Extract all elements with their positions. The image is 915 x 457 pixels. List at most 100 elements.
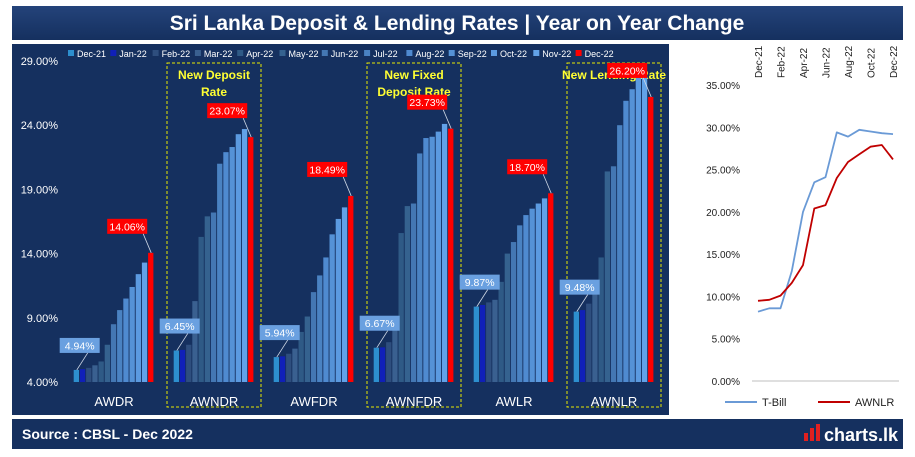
leader-line bbox=[376, 330, 389, 348]
bar bbox=[186, 344, 192, 382]
last-data-label: 23.07% bbox=[209, 106, 245, 118]
series-line bbox=[757, 144, 894, 302]
leader-line bbox=[242, 117, 252, 138]
bar bbox=[310, 292, 317, 382]
bar bbox=[110, 324, 117, 382]
bar bbox=[373, 347, 379, 382]
bar bbox=[579, 310, 586, 382]
y-tick-label: 10.00% bbox=[706, 292, 740, 303]
bar bbox=[529, 208, 535, 382]
bar bbox=[598, 257, 604, 382]
bar bbox=[604, 171, 610, 382]
bar bbox=[241, 129, 248, 382]
bar bbox=[592, 284, 598, 382]
bar bbox=[610, 166, 617, 382]
highlight-label: Rate bbox=[201, 85, 227, 99]
highlight-label: New Fixed bbox=[384, 68, 443, 82]
bar bbox=[279, 356, 286, 382]
legend-label: Feb-22 bbox=[162, 49, 191, 59]
x-tick-label: Jun-22 bbox=[822, 47, 833, 78]
legend-label: Aug-22 bbox=[415, 49, 444, 59]
y-tick-label: 14.00% bbox=[21, 249, 59, 261]
logo-bar-icon bbox=[816, 424, 820, 441]
leader-line bbox=[576, 294, 589, 312]
category-label: AWNDR bbox=[190, 394, 239, 409]
y-tick-label: 20.00% bbox=[706, 208, 740, 219]
bar bbox=[435, 131, 441, 382]
bar bbox=[479, 304, 486, 382]
bar bbox=[486, 302, 492, 382]
category-label: AWDR bbox=[94, 394, 133, 409]
bar bbox=[523, 215, 529, 382]
leader-line bbox=[276, 339, 289, 358]
bar bbox=[586, 303, 592, 382]
first-data-label: 5.94% bbox=[265, 328, 295, 340]
category-label: AWLR bbox=[495, 394, 532, 409]
bar bbox=[273, 357, 279, 382]
legend-label: AWNLR bbox=[855, 397, 894, 409]
y-tick-label: 4.00% bbox=[27, 377, 58, 389]
bar bbox=[417, 153, 423, 382]
footer-bar bbox=[12, 419, 903, 449]
bar bbox=[392, 326, 398, 382]
last-data-label: 26.20% bbox=[609, 65, 645, 77]
first-data-label-box bbox=[459, 274, 500, 290]
category-label: AWFDR bbox=[290, 394, 337, 409]
bar bbox=[198, 236, 204, 382]
first-data-label-box bbox=[159, 318, 200, 334]
bar bbox=[323, 257, 329, 382]
legend-swatch bbox=[110, 50, 117, 56]
last-data-label-box bbox=[207, 103, 248, 119]
bar bbox=[573, 311, 579, 382]
bar bbox=[286, 353, 292, 382]
last-data-label-box bbox=[407, 94, 448, 110]
leader-line bbox=[542, 174, 552, 194]
bar bbox=[648, 96, 654, 383]
legend-swatch bbox=[321, 50, 328, 56]
bar bbox=[292, 348, 298, 382]
legend-label: Dec-22 bbox=[585, 49, 614, 59]
bar bbox=[304, 316, 310, 382]
bar bbox=[104, 344, 110, 382]
logo-text: charts.lk bbox=[824, 425, 899, 445]
first-data-label: 6.67% bbox=[365, 318, 395, 330]
last-data-label-box bbox=[307, 161, 348, 177]
bar bbox=[635, 77, 641, 382]
legend-swatch bbox=[237, 50, 244, 56]
bar bbox=[510, 242, 517, 382]
bar bbox=[379, 347, 386, 382]
y-tick-label: 35.00% bbox=[706, 81, 740, 92]
bar bbox=[179, 349, 186, 382]
leader-line bbox=[342, 176, 352, 197]
leader-line bbox=[442, 109, 452, 129]
source-label: Source : CBSL - Dec 2022 bbox=[22, 426, 193, 442]
legend-label: Mar-22 bbox=[204, 49, 233, 59]
bar-chart: 4.00% 9.00% 14.00% 19.00% 24.00% 29.00% Dec-21… bbox=[21, 49, 667, 409]
bar bbox=[204, 216, 210, 382]
legend-swatch bbox=[194, 50, 201, 56]
bar bbox=[117, 310, 123, 382]
bar bbox=[398, 233, 404, 382]
bar bbox=[641, 75, 648, 383]
bar bbox=[548, 193, 554, 382]
last-data-label: 23.73% bbox=[409, 97, 445, 109]
bar bbox=[98, 361, 104, 382]
legend-swatch bbox=[152, 50, 159, 56]
bar bbox=[448, 128, 454, 382]
x-tick-label: Dec-22 bbox=[889, 45, 900, 78]
first-data-label: 9.87% bbox=[465, 277, 495, 289]
bar bbox=[123, 298, 129, 382]
bar bbox=[423, 138, 429, 382]
y-tick-label: 19.00% bbox=[21, 184, 59, 196]
bar bbox=[173, 350, 179, 382]
legend-swatch bbox=[406, 50, 413, 56]
legend-swatch bbox=[279, 50, 286, 56]
x-tick-label: Oct-22 bbox=[867, 48, 878, 78]
category-label: AWNFDR bbox=[386, 394, 443, 409]
bar bbox=[541, 198, 548, 382]
leader-line bbox=[476, 289, 489, 307]
bar bbox=[298, 331, 304, 382]
bar bbox=[317, 275, 323, 382]
y-tick-label: 15.00% bbox=[706, 250, 740, 261]
legend-label: Oct-22 bbox=[500, 49, 527, 59]
